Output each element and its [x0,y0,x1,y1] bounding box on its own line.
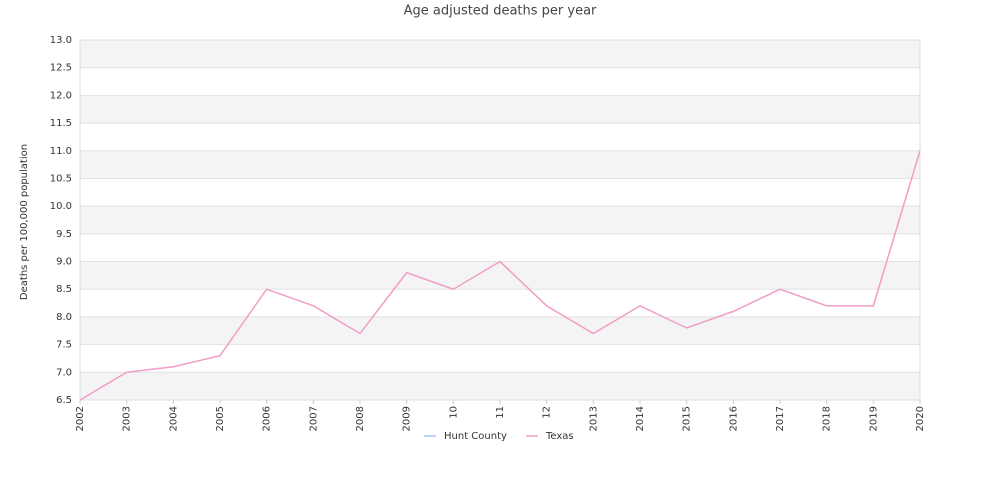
y-tick-label: 9.5 [56,229,72,240]
y-tick-label: 8.0 [56,312,72,323]
x-tick-label: 2020 [915,406,926,431]
y-axis-label: Deaths per 100,000 population [19,144,30,300]
grid-band [80,261,920,290]
grid-band [80,40,920,68]
y-tick-label: 11.5 [50,118,72,129]
x-tick-label: 12 [542,406,553,419]
x-tick-label: 2005 [215,406,226,431]
x-tick-label: 2004 [168,406,179,431]
x-tick-label: 2018 [822,406,833,431]
grid-band [80,150,920,179]
x-tick-label: 2007 [308,406,319,431]
x-tick-label: 10 [448,406,459,419]
grid-band [80,95,920,124]
legend-label: Hunt County [444,431,507,442]
x-tick-label: 2015 [682,406,693,431]
legend-item: Hunt County [424,431,507,442]
x-tick-label: 2003 [122,406,133,431]
grid-band [80,372,920,400]
x-tick-label: 2014 [635,406,646,431]
x-tick-label: 2009 [402,406,413,431]
x-tick-label: 2006 [262,406,273,431]
y-tick-label: 12.0 [50,90,72,101]
y-tick-label: 12.5 [50,63,72,74]
y-tick-label: 7.5 [56,340,72,351]
y-tick-label: 7.0 [56,367,72,378]
y-tick-label: 9.0 [56,257,72,268]
chart-title: Age adjusted deaths per year [404,4,597,19]
y-tick-label: 10.0 [50,201,72,212]
x-tick-label: 2008 [355,406,366,431]
y-tick-label: 13.0 [50,35,72,46]
x-tick-label: 2013 [588,406,599,431]
y-tick-label: 6.5 [56,395,72,406]
grid-band [80,316,920,345]
y-tick-label: 11.0 [50,146,72,157]
y-tick-label: 10.5 [50,173,72,184]
legend-label: Texas [545,431,574,442]
legend-item: Texas [526,431,574,442]
x-tick-label: 2019 [868,406,879,431]
grid-band [80,206,920,234]
x-tick-label: 11 [495,406,506,419]
x-tick-label: 2017 [775,406,786,431]
x-tick-label: 2002 [75,406,86,431]
x-tick-label: 2016 [728,406,739,431]
y-tick-label: 8.5 [56,284,72,295]
line [79,150,921,401]
